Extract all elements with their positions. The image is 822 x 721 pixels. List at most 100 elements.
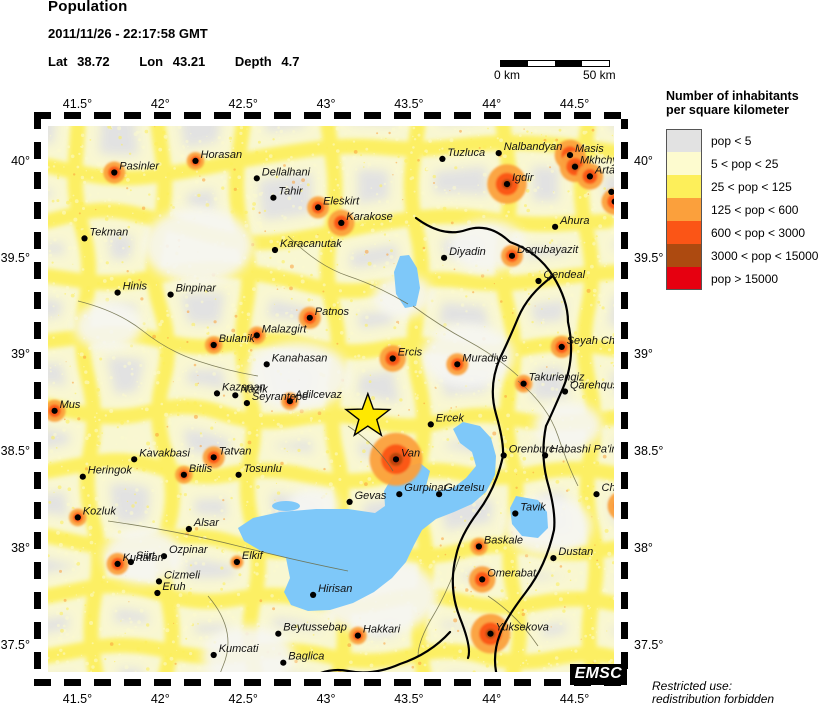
lon-label: Lon	[139, 54, 164, 69]
city-marker	[487, 630, 494, 637]
legend-entry: pop > 15000	[666, 267, 822, 290]
lat-tick-label-right: 38°	[634, 541, 653, 556]
city-marker	[253, 332, 260, 339]
lon-tick-label-bottom: 43.5°	[394, 692, 424, 706]
legend-entry-label: 3000 < pop < 15000	[711, 248, 819, 263]
city-marker	[354, 632, 361, 639]
city-label: Nazik	[240, 383, 268, 395]
city-marker	[439, 155, 446, 162]
legend-entry-label: pop > 15000	[711, 271, 779, 286]
city-label: Cizmeli	[164, 569, 201, 581]
city-label: Kavakbasi	[139, 447, 190, 459]
lat-tick-label-right: 39.5°	[634, 250, 664, 265]
city-label: Bulanik	[219, 333, 256, 345]
scale-bar-segment	[555, 61, 582, 66]
legend-entry: 600 < pop < 3000	[666, 221, 822, 244]
city-marker	[315, 204, 322, 211]
scale-bar-segment	[528, 61, 555, 66]
city-marker	[454, 361, 461, 368]
lon-tick-label-top: 43.5°	[394, 97, 424, 111]
scale-bar-segment	[501, 61, 528, 66]
city-marker	[611, 198, 614, 205]
axis-tick	[408, 112, 410, 119]
city-label: Tuzluca	[447, 147, 485, 159]
city-marker	[566, 152, 574, 159]
city-label: Diyadin	[449, 246, 486, 258]
city-label: Kazanan	[222, 381, 265, 393]
city-label: Igdir	[512, 172, 535, 184]
lat-tick-label-left: 38°	[11, 541, 30, 556]
legend-entry-label: 25 < pop < 125	[711, 179, 792, 194]
city-marker	[263, 361, 270, 368]
lat-tick-label-right: 38.5°	[634, 444, 664, 459]
axis-tick	[574, 112, 576, 119]
city-label: Ozpinar	[169, 544, 209, 556]
lon-tick-label-bottom: 43°	[316, 692, 336, 706]
city-marker	[535, 277, 542, 285]
legend-entry-label: 600 < pop < 3000	[711, 225, 806, 240]
page-title: Population	[48, 0, 128, 15]
city-marker	[495, 150, 502, 157]
city-label: Kanahasan	[272, 352, 328, 364]
city-marker	[271, 246, 279, 254]
city-label: Chahar Se	[602, 482, 615, 494]
axis-tick	[242, 112, 244, 119]
lon-tick-label-bottom: 42°	[150, 692, 170, 706]
city-label: Hinis	[123, 281, 148, 293]
city-label: Eleskirt	[323, 195, 360, 207]
axis-tick	[159, 679, 161, 686]
map-canvas[interactable]: Pasinler Horasan Dellalhani Tahir Eleskirt Ka…	[48, 126, 614, 672]
axis-tick	[491, 112, 493, 119]
city-label: Mkhchyan	[580, 155, 614, 167]
city-label: Gurpinar	[404, 482, 448, 494]
city-label: Artashat	[594, 164, 614, 176]
population-map[interactable]: Pasinler Horasan Dellalhani Tahir Eleskirt Ka…	[34, 112, 628, 686]
city-label: Tavik	[520, 502, 546, 514]
city-label: Siirt	[136, 550, 156, 562]
city-label: Omerabat	[487, 567, 537, 579]
legend-color-swatch	[666, 198, 702, 221]
city-marker	[558, 343, 565, 350]
city-label: Tekman	[90, 226, 129, 238]
city-label: Orenburc	[509, 443, 555, 455]
city-label: Habashi Pa'in	[550, 443, 614, 455]
city-marker	[500, 452, 507, 459]
axis-tick	[621, 258, 628, 259]
depth-label: Depth	[234, 54, 272, 69]
lon-value: 43.21	[172, 54, 206, 69]
city-marker	[441, 254, 448, 261]
city-label: Qarehqush	[570, 380, 614, 392]
city-label: Nalbandyan	[504, 141, 563, 153]
city-label: Bitlis	[189, 463, 213, 475]
city-label: Malazgirt	[262, 323, 308, 335]
legend-entry: 125 < pop < 600	[666, 198, 822, 221]
city-marker	[586, 173, 594, 180]
city-marker	[127, 558, 134, 566]
city-label: Takuriengiz	[529, 372, 585, 384]
lat-tick-label-left: 39.5°	[0, 250, 30, 265]
city-label: Hakkari	[363, 624, 401, 636]
legend-color-swatch	[666, 129, 702, 152]
city-marker	[475, 543, 482, 550]
city-label: Dellalhani	[262, 166, 311, 178]
city-label: Muradiye	[462, 352, 507, 364]
city-label: Ercek	[436, 412, 465, 424]
usage-disclaimer: Restricted use: redistribution forbidden	[652, 680, 774, 706]
scale-bar	[500, 60, 610, 67]
city-marker	[232, 392, 239, 399]
city-marker	[310, 591, 317, 598]
legend-color-swatch	[666, 267, 702, 290]
event-datetime: 2011/11/26 - 22:17:58 GMT	[48, 26, 208, 41]
axis-tick	[621, 451, 628, 453]
city-marker	[571, 163, 579, 170]
city-label: Pasinler	[119, 161, 160, 173]
city-marker	[111, 169, 118, 176]
lon-tick-label-top: 42°	[150, 97, 170, 111]
city-label: Binpinar	[176, 283, 218, 295]
legend-title-line2: per square kilometer	[666, 102, 789, 117]
legend-color-swatch	[666, 244, 702, 267]
city-label: Kozluk	[83, 505, 117, 517]
city-marker	[81, 235, 88, 242]
city-marker	[74, 514, 81, 521]
city-label: Dustan	[558, 546, 593, 558]
